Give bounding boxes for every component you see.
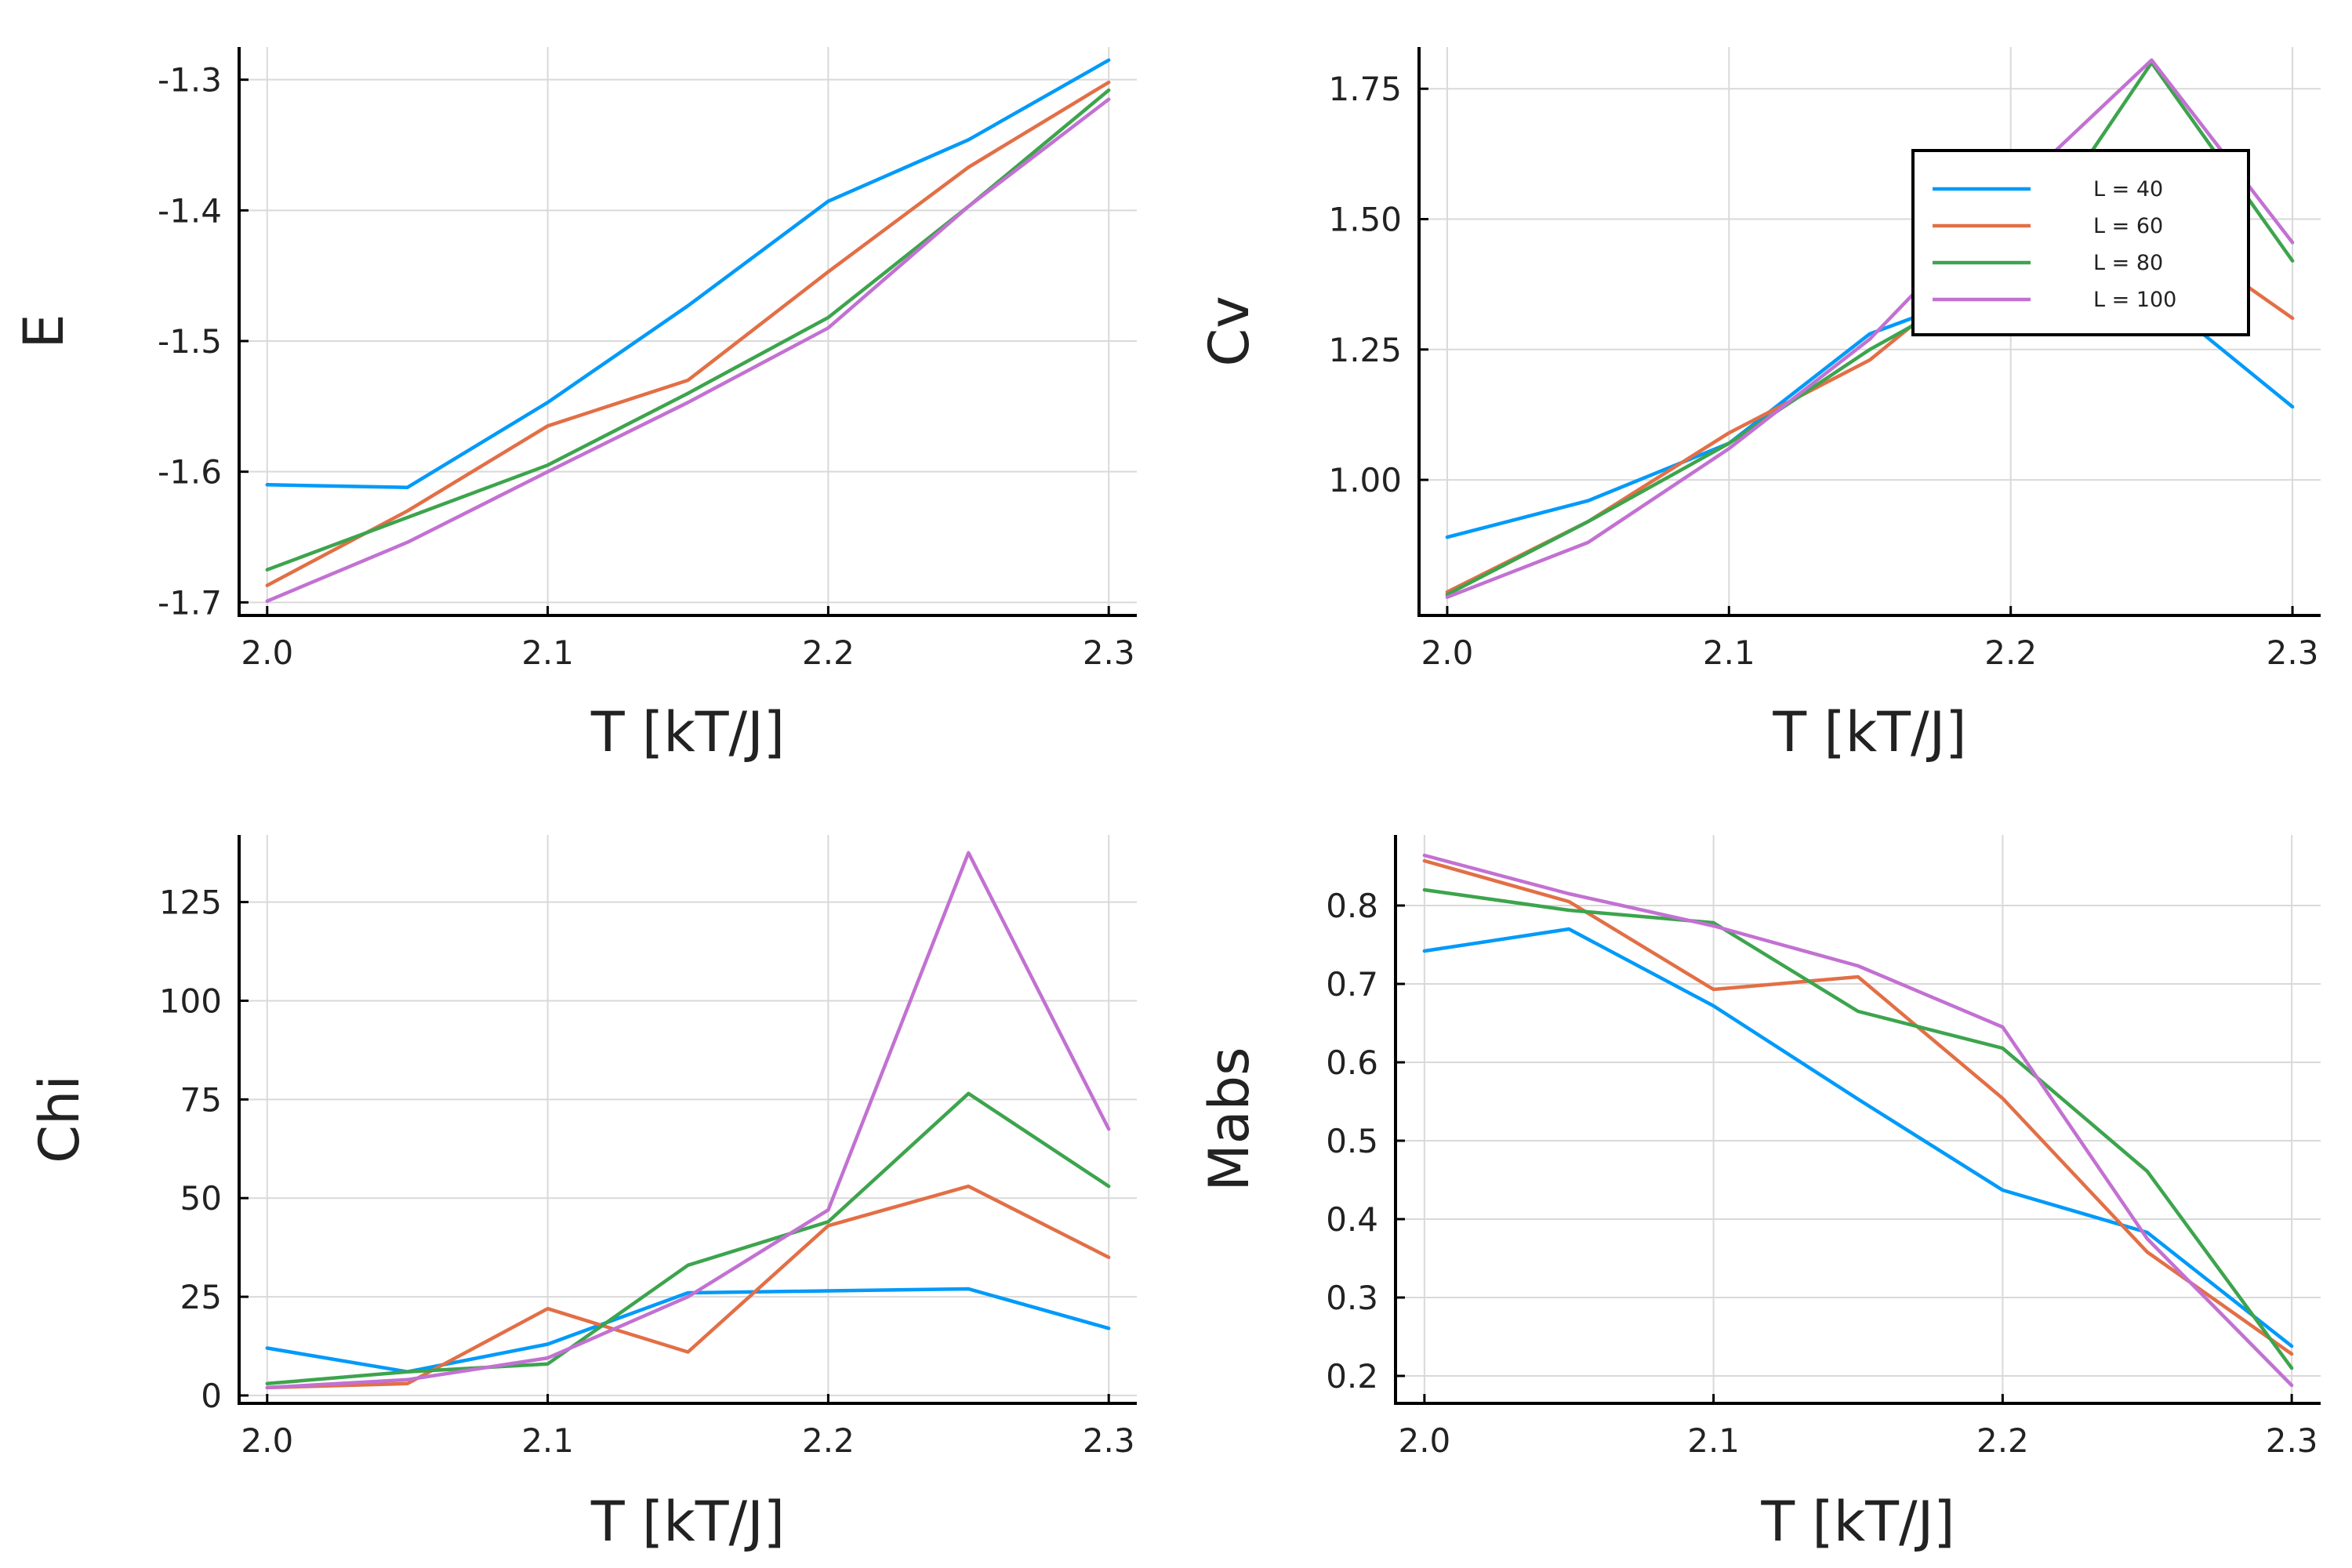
x-tick-label: 2.0 — [1398, 1421, 1450, 1460]
series-line-l60 — [265, 80, 1111, 587]
x-tick-label: 2.1 — [521, 1421, 574, 1460]
x-axis-label: T [kT/J] — [590, 700, 785, 764]
y-tick-label: 0.5 — [1326, 1122, 1378, 1160]
y-tick-label: 100 — [159, 982, 222, 1020]
series-line-l80 — [1422, 887, 2294, 1370]
x-tick-label: 2.1 — [521, 633, 574, 672]
series-line-l40 — [265, 58, 1111, 489]
legend-entry-l40: L = 40 — [2093, 177, 2163, 201]
series-line-l100 — [1445, 58, 2295, 599]
y-tick-label: 1.25 — [1328, 331, 1402, 369]
panel-chi: 2.0 2.1 2.2 2.3 0 25 50 75 100 125 T [kT/J] Chi — [27, 835, 1137, 1554]
y-tick-label: 1.00 — [1328, 461, 1402, 499]
y-tick-label: 125 — [159, 884, 222, 922]
y-tick-label: 75 — [180, 1080, 222, 1119]
x-tick-label: 2.0 — [241, 633, 293, 672]
series-line-l100 — [265, 97, 1111, 603]
y-tick-label: -1.6 — [158, 453, 222, 492]
x-tick-label: 2.0 — [1421, 633, 1474, 672]
y-tick-label: 1.75 — [1328, 70, 1402, 108]
y-tick-label: -1.5 — [158, 322, 222, 361]
y-tick-label: -1.4 — [158, 191, 222, 230]
y-tick-label: 0.4 — [1326, 1200, 1378, 1239]
x-tick-label: 2.2 — [802, 1421, 855, 1460]
legend-entry-l60: L = 60 — [2093, 214, 2163, 238]
panel-energy: 2.0 2.1 2.2 2.3 -1.7 -1.6 -1.5 -1.4 -1.3 T [kT/J]… — [12, 47, 1137, 764]
y-axis-label: E — [12, 314, 76, 348]
y-axis-label: Cv — [1197, 296, 1261, 366]
panel-mabs: 2.0 2.1 2.2 2.3 0.2 0.3 0.4 0.5 0.6 0.7 0.8 T [kT/J… — [1197, 835, 2321, 1554]
panel-cv: 2.0 2.1 2.2 2.3 1.00 1.25 1.50 1.75 T [kT/J] Cv — [1197, 47, 2321, 764]
x-tick-label: 2.3 — [1083, 1421, 1135, 1460]
series-line-l40 — [1422, 927, 2294, 1348]
x-axis-label: T [kT/J] — [1772, 700, 1966, 764]
x-axis-label: T [kT/J] — [1760, 1490, 1955, 1554]
legend-entry-l100: L = 100 — [2093, 288, 2176, 312]
series-line-l100 — [265, 851, 1111, 1390]
y-tick-label: 25 — [180, 1278, 222, 1316]
y-tick-label: -1.3 — [158, 61, 222, 100]
y-tick-label: 50 — [180, 1179, 222, 1218]
x-tick-label: 2.2 — [1984, 633, 2037, 672]
x-tick-label: 2.1 — [1703, 633, 1755, 672]
y-tick-label: 1.50 — [1328, 200, 1402, 238]
x-tick-label: 2.3 — [2266, 1421, 2318, 1460]
series-line-l80 — [265, 1091, 1111, 1386]
y-tick-label: 0.7 — [1326, 965, 1378, 1004]
y-tick-label: 0.2 — [1326, 1357, 1378, 1396]
y-tick-label: 0.3 — [1326, 1279, 1378, 1317]
legend-frame — [1911, 149, 2250, 336]
x-tick-label: 2.1 — [1687, 1421, 1740, 1460]
y-tick-label: 0.8 — [1326, 887, 1378, 925]
x-tick-label: 2.2 — [802, 633, 855, 672]
x-tick-label: 2.2 — [1976, 1421, 2029, 1460]
x-axis-label: T [kT/J] — [590, 1490, 785, 1554]
y-axis-label: Chi — [27, 1075, 92, 1163]
y-tick-label: -1.7 — [158, 583, 222, 622]
y-axis-label: Mabs — [1197, 1047, 1261, 1191]
y-tick-label: 0.6 — [1326, 1044, 1378, 1082]
series-line-l60 — [265, 1184, 1111, 1390]
x-tick-label: 2.3 — [2267, 633, 2319, 672]
x-tick-label: 2.0 — [241, 1421, 293, 1460]
legend-entry-l80: L = 80 — [2093, 251, 2163, 275]
x-tick-label: 2.3 — [1083, 633, 1135, 672]
legend: L = 40 L = 60 L = 80 L = 100 — [1911, 149, 2250, 336]
y-tick-label: 0 — [201, 1377, 222, 1415]
series-line-l100 — [1422, 853, 2294, 1388]
series-line-l60 — [1422, 858, 2294, 1356]
plots-layer: 2.0 2.1 2.2 2.3 -1.7 -1.6 -1.5 -1.4 -1.3 T [kT/J]… — [12, 47, 2321, 1554]
